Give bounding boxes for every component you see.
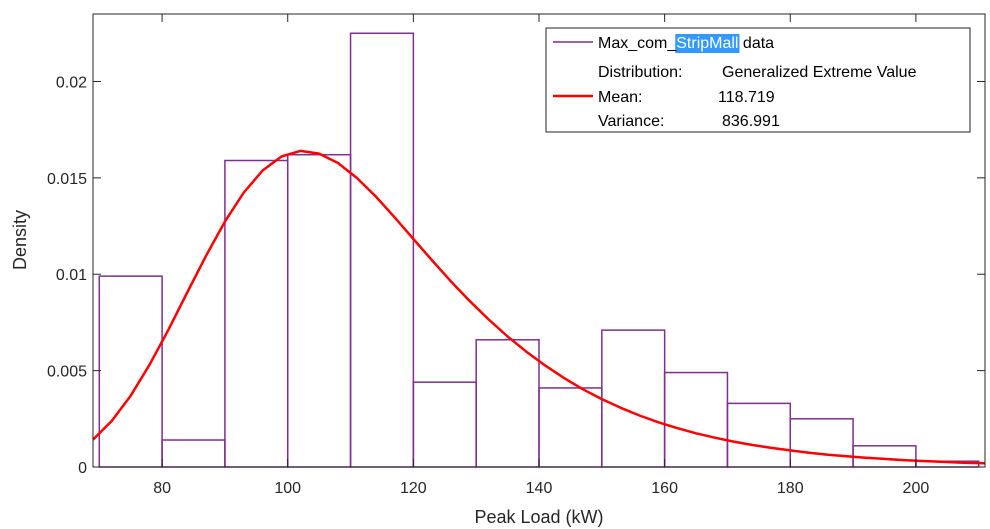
x-tick-label-4: 160 bbox=[651, 480, 678, 497]
x-axis-ticks: 80 100 120 140 160 180 200 bbox=[153, 14, 929, 497]
y-tick-label-1: 0.005 bbox=[47, 364, 87, 381]
text-selection-highlight bbox=[675, 34, 740, 53]
legend-series-label: Max_com_StripMall data bbox=[598, 35, 774, 52]
x-tick-label-0: 80 bbox=[153, 480, 171, 497]
x-tick-label-6: 200 bbox=[903, 480, 930, 497]
legend-distribution-value: Generalized Extreme Value bbox=[722, 64, 917, 81]
legend: Max_com_StripMall data Distribution: Gen… bbox=[545, 27, 971, 133]
fit-curve-line bbox=[92, 149, 986, 465]
y-tick-label-0: 0 bbox=[78, 460, 87, 477]
x-tick-label-5: 180 bbox=[777, 480, 804, 497]
y-tick-label-2: 0.01 bbox=[56, 267, 87, 284]
legend-series-suffix: data bbox=[738, 35, 774, 52]
legend-mean-key: Mean: bbox=[598, 89, 642, 106]
legend-variance-key: Variance: bbox=[598, 113, 664, 130]
legend-box bbox=[545, 27, 971, 133]
x-tick-label-3: 140 bbox=[526, 480, 553, 497]
x-tick-label-1: 100 bbox=[274, 480, 301, 497]
legend-variance-value: 836.991 bbox=[722, 113, 780, 130]
legend-mean-value: 118.719 bbox=[718, 89, 775, 106]
legend-series-highlight: StripMall bbox=[676, 35, 738, 52]
y-axis-label: Density bbox=[10, 210, 30, 270]
x-tick-label-2: 120 bbox=[400, 480, 427, 497]
legend-series-prefix: Max_com_ bbox=[598, 35, 677, 52]
y-tick-label-4: 0.02 bbox=[56, 74, 87, 91]
legend-distribution-key: Distribution: bbox=[598, 64, 682, 81]
fit-curve-layer bbox=[92, 149, 986, 465]
y-tick-label-3: 0.015 bbox=[47, 171, 87, 188]
x-axis-label: Peak Load (kW) bbox=[474, 507, 603, 527]
y-axis-ticks: 0 0.005 0.01 0.015 0.02 bbox=[47, 74, 985, 477]
